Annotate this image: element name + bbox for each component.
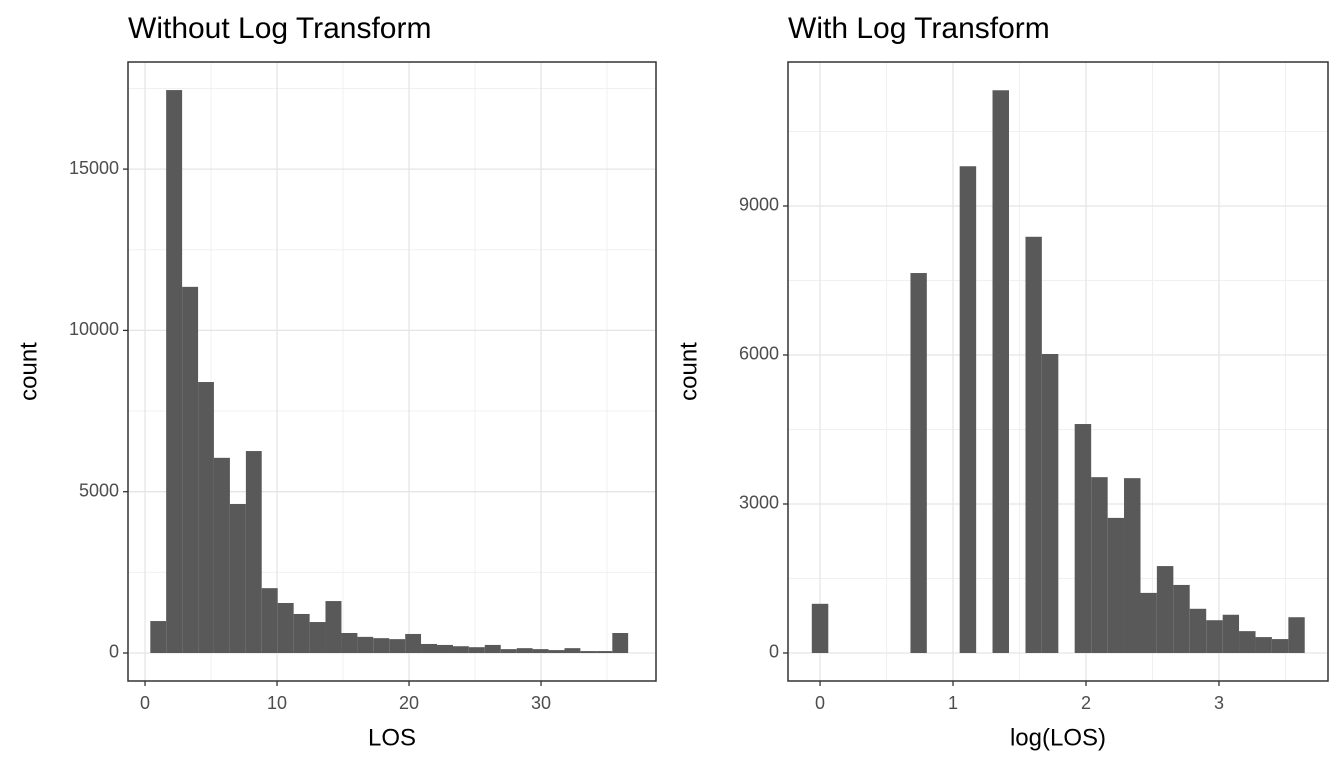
bar xyxy=(564,648,581,653)
x-tick-label: 1 xyxy=(948,693,958,713)
bar xyxy=(596,651,613,653)
panel-border xyxy=(787,61,1329,682)
y-tick-label: 3000 xyxy=(739,493,779,513)
bar xyxy=(452,646,469,653)
bar xyxy=(1156,566,1174,653)
bar xyxy=(1074,424,1092,653)
chart-title: Without Log Transform xyxy=(128,12,431,45)
bar xyxy=(1124,478,1141,653)
bar xyxy=(293,613,310,653)
x-tick-label: 30 xyxy=(531,693,551,713)
bar xyxy=(1206,620,1223,653)
bar xyxy=(421,643,438,653)
bar xyxy=(182,286,199,653)
x-tick-label: 0 xyxy=(815,693,825,713)
bar xyxy=(1041,353,1059,653)
x-tick-label: 10 xyxy=(267,693,287,713)
y-tick-label: 10000 xyxy=(69,319,119,339)
bar xyxy=(437,644,453,653)
y-tick-label: 9000 xyxy=(739,195,779,215)
bar xyxy=(1140,592,1157,653)
bar xyxy=(612,632,629,653)
x-axis-title: log(LOS) xyxy=(1010,724,1106,751)
bar xyxy=(959,166,977,653)
bar xyxy=(213,457,230,653)
x-tick-label: 2 xyxy=(1081,693,1091,713)
bar xyxy=(166,90,183,653)
bar xyxy=(198,382,214,653)
bar xyxy=(811,603,829,653)
y-tick-label: 5000 xyxy=(79,480,119,500)
y-tick-label: 15000 xyxy=(69,158,119,178)
bar xyxy=(325,601,342,653)
y-tick-label: 6000 xyxy=(739,344,779,364)
bar xyxy=(1091,477,1108,653)
bar xyxy=(1222,614,1240,653)
x-tick-label: 3 xyxy=(1214,693,1224,713)
bar xyxy=(1271,639,1289,653)
x-axis-title: LOS xyxy=(368,724,416,751)
bar xyxy=(500,649,517,653)
y-tick-label: 0 xyxy=(109,642,119,662)
y-tick-label: 0 xyxy=(769,642,779,662)
bar xyxy=(580,651,597,653)
y-axis-title: count xyxy=(15,342,42,401)
bar xyxy=(229,503,246,653)
bar xyxy=(532,649,549,653)
y-axis-title: count xyxy=(675,342,702,401)
bar xyxy=(548,650,565,653)
bar xyxy=(468,647,485,653)
bar xyxy=(1025,236,1042,653)
bar xyxy=(309,622,326,653)
bar xyxy=(1107,517,1125,653)
panel-border xyxy=(127,61,657,682)
bar xyxy=(1173,584,1190,653)
bar xyxy=(1189,608,1207,653)
bar xyxy=(1239,631,1256,653)
bar xyxy=(277,602,294,653)
x-tick-label: 0 xyxy=(140,693,150,713)
bar xyxy=(516,648,533,653)
bar xyxy=(150,621,167,653)
bar xyxy=(1255,637,1272,653)
bar xyxy=(261,588,278,653)
bar xyxy=(245,451,262,653)
x-tick-label: 20 xyxy=(399,693,419,713)
bar xyxy=(373,638,390,653)
chart-title: With Log Transform xyxy=(788,12,1050,45)
bar xyxy=(357,636,374,653)
bar xyxy=(341,632,358,653)
bar xyxy=(1288,617,1305,653)
bar xyxy=(484,644,501,653)
bar xyxy=(389,639,406,653)
bar xyxy=(405,633,422,653)
bar xyxy=(992,90,1009,653)
bar xyxy=(910,273,927,653)
